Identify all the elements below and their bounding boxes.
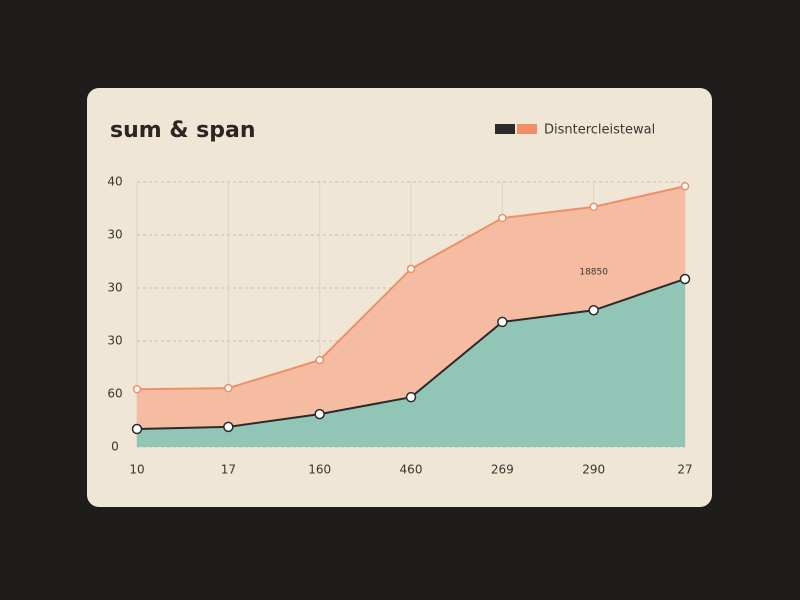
point: [314, 408, 325, 420]
y-tick-label: 0: [111, 440, 119, 454]
x-tick-label: 269: [491, 463, 514, 477]
legend-swatch: [495, 124, 515, 134]
x-tick-label: 460: [400, 463, 423, 477]
point: [224, 383, 233, 393]
y-tick-label: 30: [107, 281, 122, 295]
point: [405, 391, 417, 403]
point: [680, 181, 690, 191]
point: [588, 305, 599, 316]
y-tick-label: 30: [107, 228, 122, 242]
point: [498, 213, 507, 223]
legend-swatch: [517, 124, 537, 134]
y-tick-label: 30: [107, 334, 122, 348]
point: [406, 264, 416, 274]
point: [679, 273, 691, 285]
point: [497, 316, 508, 328]
legend-label: Disntercleistewal: [544, 123, 655, 138]
point: [315, 355, 324, 365]
point: [589, 202, 598, 212]
area: [137, 278, 685, 447]
point: [223, 421, 234, 433]
x-tick-label: 290: [582, 463, 605, 477]
point: [131, 423, 143, 435]
x-tick-label: 160: [308, 463, 331, 477]
x-tick-label: 10: [129, 463, 144, 477]
x-tick-label: 27: [677, 463, 692, 477]
x-tick-label: 17: [221, 463, 236, 477]
y-tick-label: 60: [107, 387, 122, 401]
annotation: 18850: [579, 268, 608, 278]
chart-title: sum & span: [110, 118, 256, 143]
point: [132, 384, 142, 394]
y-tick-label: 40: [107, 175, 122, 189]
